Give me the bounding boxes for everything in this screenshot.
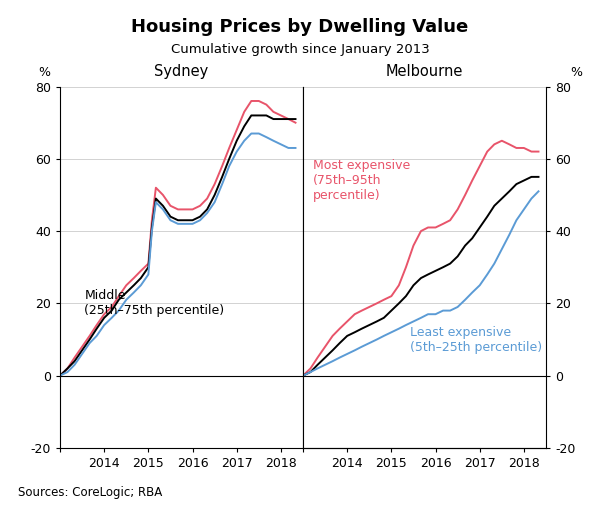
Text: Sources: CoreLogic; RBA: Sources: CoreLogic; RBA xyxy=(18,486,162,499)
Text: Middle
(25th–75th percentile): Middle (25th–75th percentile) xyxy=(84,289,224,318)
Text: Sydney: Sydney xyxy=(154,64,209,79)
Text: Housing Prices by Dwelling Value: Housing Prices by Dwelling Value xyxy=(131,18,469,36)
Text: %: % xyxy=(570,66,582,79)
Text: Melbourne: Melbourne xyxy=(386,64,463,79)
Text: %: % xyxy=(38,66,50,79)
Text: Cumulative growth since January 2013: Cumulative growth since January 2013 xyxy=(170,43,430,56)
Text: Least expensive
(5th–25th percentile): Least expensive (5th–25th percentile) xyxy=(410,325,542,354)
Text: Most expensive
(75th–95th
percentile): Most expensive (75th–95th percentile) xyxy=(313,159,410,202)
